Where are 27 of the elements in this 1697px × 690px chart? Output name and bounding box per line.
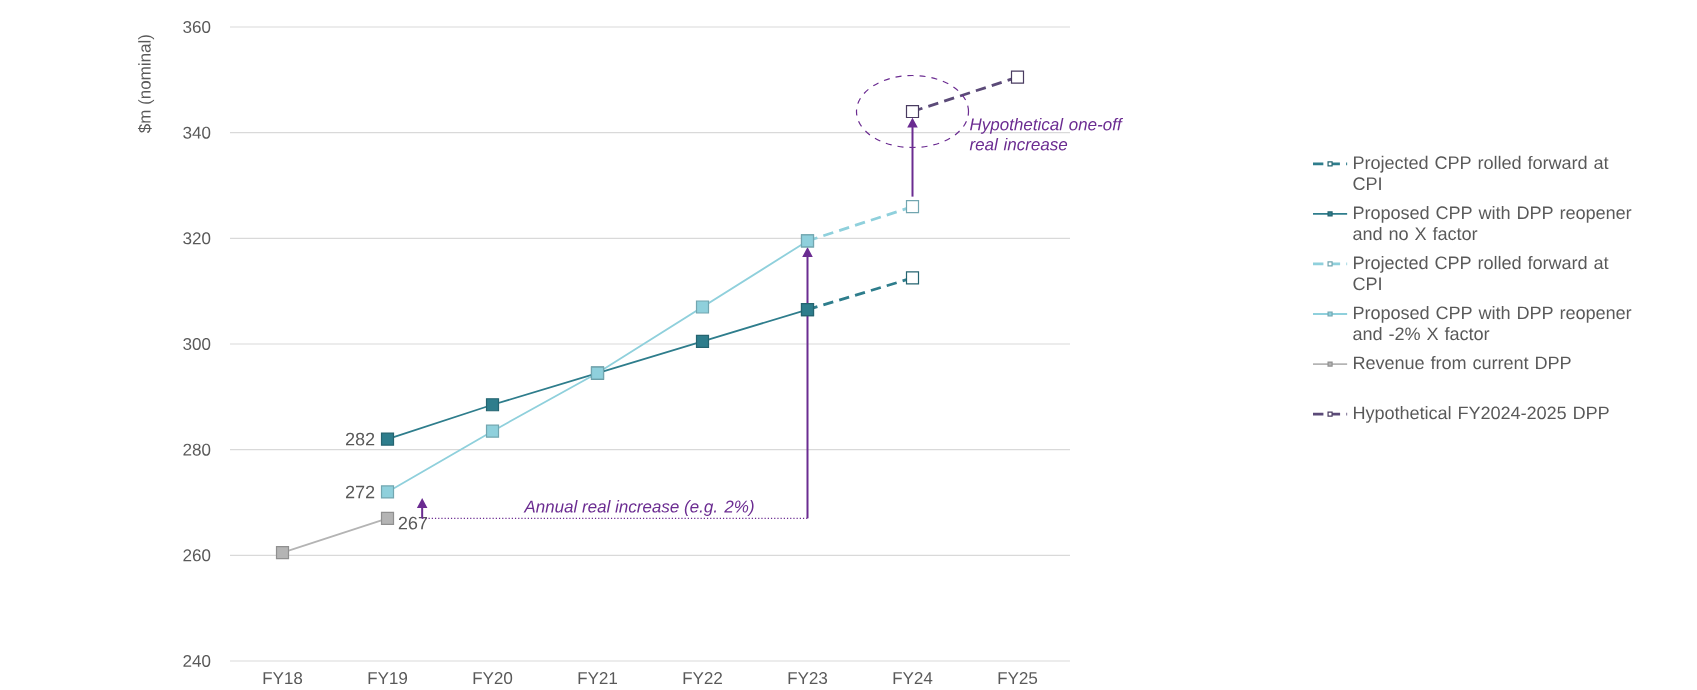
data-label: 282 [345,432,375,446]
x-tick-label: FY19 [368,672,408,685]
x-tick-label: FY21 [578,672,617,684]
x-tick-label: FY24 [893,672,933,684]
x-tick-label: FY18 [263,672,303,685]
x-tick-label: FY22 [683,672,722,684]
annotation: Annual real increase (e.g. 2%) [523,500,754,516]
y-tick-label: 280 [183,443,211,456]
y-tick-label: 260 [183,549,211,562]
legend-label: Proposed CPP with DPP reopener and -2% X factor [1353,305,1632,341]
data-label: 267 [398,516,428,530]
data-label: 272 [345,485,375,499]
legend-label: Projected CPP rolled forward at CPI [1353,155,1609,191]
legend-label: Projected CPP rolled forward at CPI [1353,255,1609,291]
x-tick-label: FY25 [998,672,1038,685]
y-tick-label: 240 [183,654,211,667]
y-tick-label: 340 [183,126,211,139]
y-tick-label: 320 [183,232,211,245]
y-tick-label: 300 [183,337,211,350]
annotation: Hypothetical one-off real increase [969,117,1124,151]
legend-label: Revenue from current DPP [1354,356,1571,370]
legend-label: Hypothetical FY2024-2025 DPP [1354,406,1609,423]
x-tick-label: FY20 [473,672,513,685]
x-tick-label: FY23 [788,672,828,685]
y-tick-label: 360 [183,20,211,33]
y-axis-title: $m (nominal) [137,35,155,134]
legend-label: Proposed CPP with DPP reopener and no X factor [1353,205,1632,241]
